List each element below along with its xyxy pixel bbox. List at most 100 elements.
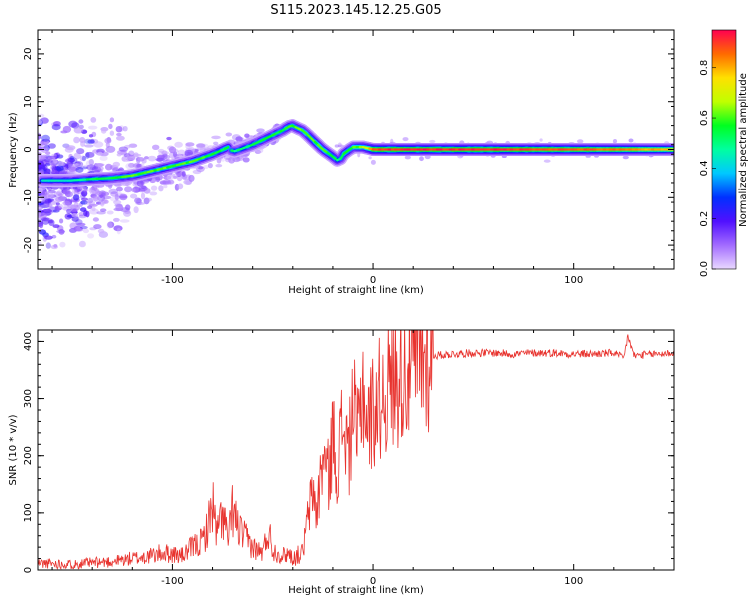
spectrogram-speckle — [211, 135, 221, 140]
spectrogram-speckle — [101, 128, 107, 134]
spectrogram-speckle — [104, 137, 112, 144]
spectrogram-speckle — [67, 204, 78, 209]
spectrogram-speckle — [160, 181, 169, 185]
spectrogram-speckle — [256, 128, 265, 133]
spectrogram-speckle — [78, 240, 86, 248]
spectrogram-speckle — [80, 193, 86, 200]
spectrogram-speckle — [577, 139, 584, 144]
spectrogram-speckle — [114, 192, 123, 197]
spectrogram-speckle — [166, 136, 172, 141]
spectrogram-speckle — [82, 228, 89, 234]
spectrogram-speckle — [107, 221, 115, 228]
spectrogram-speckle — [106, 210, 114, 215]
spectrogram-speckle — [47, 143, 56, 149]
snr-panel: -100 0 100 0 100 200 300 400 Height of straight… — [8, 329, 675, 596]
spectrogram-speckle — [622, 155, 629, 160]
spectrogram-speckle — [116, 135, 125, 141]
spectrogram-speckle — [93, 224, 102, 230]
spectrogram-speckle — [51, 124, 61, 131]
spectrogram-speckle — [85, 152, 90, 159]
spectrogram-speckle — [144, 156, 149, 160]
spectrogram-speckle — [225, 132, 233, 137]
snr-xlabel: Height of straight line (km) — [288, 585, 424, 596]
snr-ytick-label: 200 — [23, 446, 34, 465]
spectrogram-speckle — [50, 244, 58, 250]
spectrogram-speckle — [44, 235, 53, 240]
spectrogram-speckle — [543, 159, 551, 163]
spectrogram-speckle — [628, 138, 634, 143]
spectrogram-speckle — [162, 153, 168, 160]
spectrogram-speckle — [158, 185, 164, 192]
spectrogram-speckle — [188, 174, 195, 182]
spectrogram-speckle — [41, 217, 50, 225]
spectrogram-speckle — [73, 127, 84, 134]
spectrogram-speckle — [88, 134, 94, 138]
spectrogram-speckle — [136, 179, 144, 187]
spectrogram-speckle — [215, 164, 223, 168]
spectrogram-speckle — [87, 139, 95, 144]
spectrogram-speckle — [75, 166, 84, 173]
spectrogram-speckle — [134, 197, 142, 204]
spectrogram-speckle — [123, 209, 132, 217]
spectrogram-speckle — [57, 193, 64, 197]
spectrogram-speckle — [43, 208, 53, 216]
spectrogram-speckle — [55, 196, 64, 202]
spectrogram-speckle — [139, 180, 150, 184]
spectrogram-speckle — [74, 227, 84, 232]
snr-ytick-label: 400 — [23, 332, 34, 351]
spectrogram-speckle — [113, 200, 122, 205]
spectrogram-speckle — [116, 186, 123, 192]
spectrogram-ytick-label: 0 — [23, 146, 34, 152]
spectrogram-speckle — [116, 132, 122, 137]
spectrogram-speckle — [52, 224, 60, 229]
spectrogram-speckle — [88, 200, 96, 207]
spectrogram-speckle — [89, 166, 99, 171]
spectrogram-speckle — [108, 188, 119, 194]
spectrogram-speckle — [38, 210, 41, 217]
spectrogram-speckle — [244, 133, 250, 138]
spectrogram-speckle — [110, 191, 119, 197]
snr-xtick-label: -100 — [161, 576, 184, 587]
spectrogram-speckle — [43, 138, 49, 145]
spectrogram-speckle — [44, 203, 53, 208]
colorbar-label: Normalized spectral amplitude — [738, 73, 749, 227]
spectrogram-speckle — [87, 233, 95, 239]
spectrogram-speckle — [87, 197, 94, 204]
spectrogram-speckle — [59, 241, 66, 248]
spectrogram-speckle — [90, 117, 97, 123]
spectrogram-speckle — [72, 194, 80, 201]
spectrogram-speckle — [81, 197, 88, 201]
spectrogram-speckle — [155, 157, 165, 162]
spectrogram-speckle — [429, 139, 436, 144]
spectrogram-speckle — [174, 141, 183, 148]
spectrogram-speckle — [73, 136, 80, 144]
spectrogram-speckle — [79, 137, 86, 143]
spectrogram-xtick-label: 0 — [370, 275, 376, 286]
spectrogram-speckle — [81, 155, 87, 162]
spectrogram-ytick-label: 10 — [23, 95, 34, 108]
snr-marks — [38, 330, 674, 570]
spectrogram-speckle — [40, 140, 48, 145]
spectrogram-ytick-label: -20 — [23, 237, 34, 253]
spectrogram-speckle — [85, 151, 95, 158]
spectrogram-speckle — [181, 171, 186, 177]
spectrogram-speckle — [132, 153, 142, 157]
spectrogram-speckle — [83, 209, 88, 217]
spectrogram-speckle — [103, 199, 109, 204]
spectrogram-speckle — [136, 198, 143, 206]
figure-title: S115.2023.145.12.25.G05 — [270, 3, 441, 18]
snr-xtick-label: 0 — [370, 576, 376, 587]
spectrogram-speckle — [41, 217, 50, 222]
spectrogram-speckle — [48, 189, 56, 194]
spectrogram-ytick-label: -10 — [23, 189, 34, 205]
spectrogram-speckle — [155, 176, 161, 183]
spectrogram-speckle — [612, 139, 618, 144]
spectrogram-speckle — [79, 155, 86, 162]
spectrogram-speckle — [62, 200, 71, 206]
spectrogram-xlabel: Height of straight line (km) — [288, 285, 424, 296]
spectrogram-speckle — [168, 146, 177, 154]
spectrogram-speckle — [404, 155, 411, 160]
spectrogram-speckle — [38, 187, 43, 193]
spectrogram-speckle — [66, 161, 73, 168]
